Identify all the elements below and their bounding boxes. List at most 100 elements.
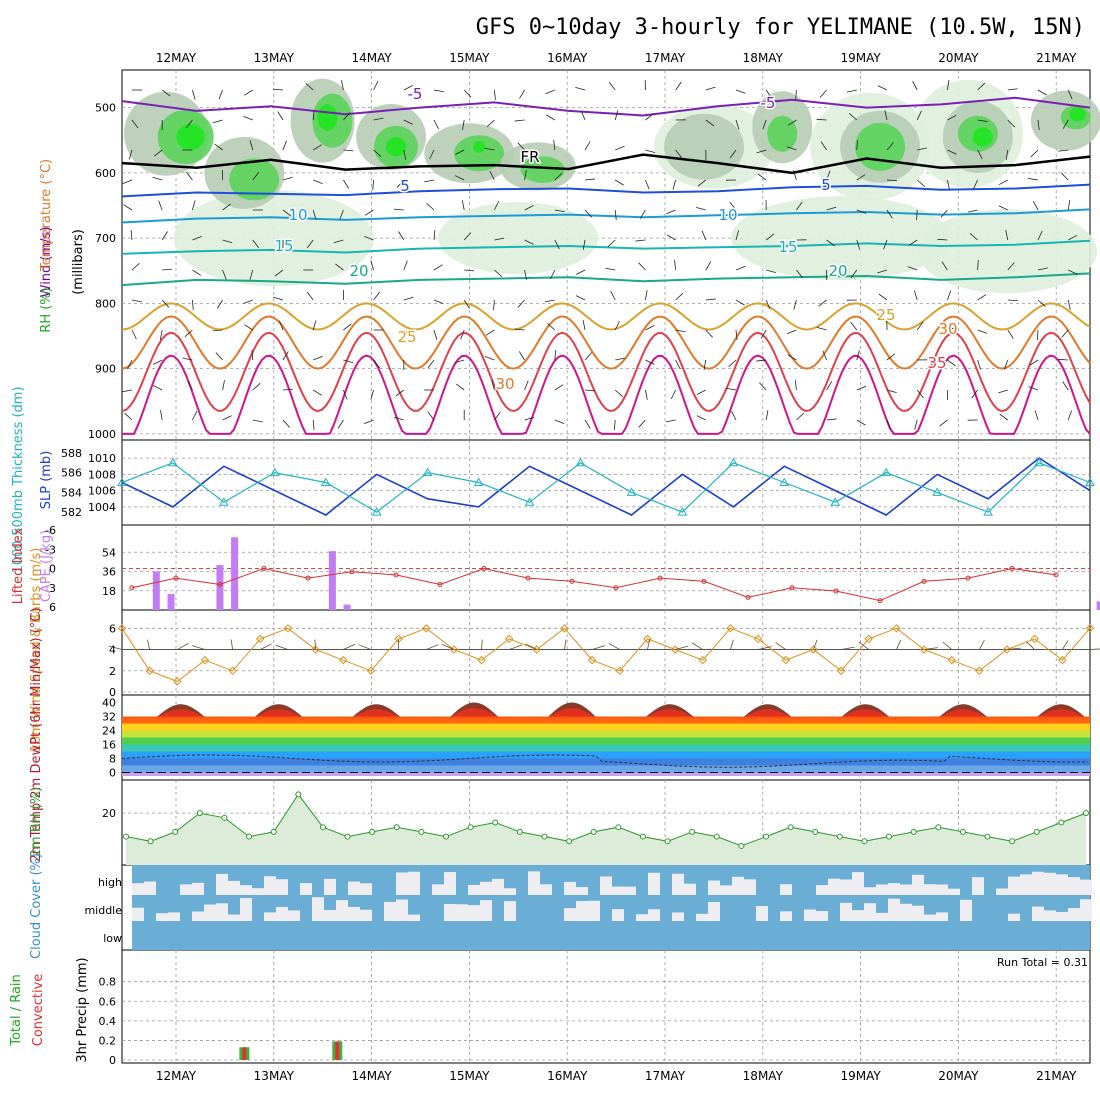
wind-barb	[313, 179, 323, 184]
wind-barb	[433, 329, 438, 340]
cloud-cell	[852, 910, 864, 921]
li-tick-label: 6	[49, 601, 56, 614]
wind-barb	[1058, 358, 1069, 361]
precip-tick-label: 0.8	[99, 976, 117, 989]
cloud-cell	[804, 909, 816, 921]
wind-barb	[306, 239, 314, 249]
wind-barb	[524, 269, 527, 280]
wind10-point	[228, 666, 237, 676]
cloud-level-label: high	[98, 876, 122, 889]
wind-barb	[494, 237, 505, 241]
slp-axis-label: SLP (mb)	[39, 451, 54, 510]
wind-barb	[403, 149, 407, 160]
rh2m-point	[393, 824, 400, 831]
wind-barb	[856, 239, 861, 250]
wind-barb	[670, 389, 676, 400]
cloud-cell	[780, 884, 792, 895]
wind-barb	[251, 350, 254, 361]
wind-barb	[1062, 381, 1069, 391]
cape-bar	[1096, 601, 1100, 610]
wind-barb	[735, 299, 745, 306]
wind-barb	[1005, 149, 1009, 160]
wind-barb	[665, 419, 676, 423]
wind-barb	[757, 173, 767, 181]
li-line	[131, 567, 1057, 602]
wind-barb	[639, 209, 646, 219]
cloud-cell	[864, 903, 876, 921]
wind-barb	[130, 230, 133, 241]
wind10-point	[1002, 645, 1012, 654]
wind-barb	[999, 413, 1009, 421]
cloud-cell	[780, 911, 792, 921]
wind-barb	[912, 80, 918, 91]
wind-barb	[1067, 299, 1071, 310]
wind-barb	[614, 389, 623, 397]
wind-barb	[462, 119, 465, 130]
wind-barb	[489, 170, 495, 181]
rh2m-point	[861, 838, 868, 845]
wind-barb	[998, 205, 1008, 211]
cloud-cell	[936, 884, 948, 895]
wind-barb	[886, 179, 898, 182]
wind-barb	[705, 119, 715, 127]
wind10-point	[1058, 655, 1067, 665]
li-point	[657, 575, 663, 581]
rh2m-point	[836, 833, 843, 840]
wind-barb	[131, 119, 139, 129]
wind-barb	[917, 147, 928, 151]
wind-barb	[396, 179, 405, 188]
contour-label: -5	[408, 85, 423, 103]
wind10-point	[311, 645, 320, 654]
slp-tick-label: 1008	[88, 468, 116, 481]
wind-barb	[728, 359, 737, 368]
thickness-point	[728, 457, 739, 467]
cape-bar	[152, 571, 160, 610]
wind-barb	[1037, 119, 1040, 130]
precip-convective-bar	[335, 1041, 340, 1060]
cloud-cell	[564, 881, 576, 895]
precip-axis-label: 3hr Precip (mm)	[75, 957, 90, 1062]
wind-barb	[131, 329, 137, 340]
rh2m-point	[1058, 819, 1065, 826]
wind-barb	[575, 87, 586, 91]
cloud-cell	[588, 900, 600, 921]
wind-barb	[607, 239, 616, 248]
wind-barb	[977, 119, 988, 122]
wind-barb	[153, 385, 163, 391]
rh2m-point	[123, 833, 129, 840]
wind-barb	[282, 209, 292, 217]
wind-barb	[1032, 200, 1039, 211]
wind10-point	[394, 634, 403, 644]
cloud-cell	[1008, 876, 1020, 895]
wind-barb	[554, 419, 565, 424]
wind-barb	[575, 295, 586, 301]
wind-barb	[826, 170, 831, 181]
li-point	[833, 588, 839, 594]
cloud-cell	[612, 909, 624, 921]
cloud-cell	[1068, 877, 1080, 895]
wind-barb	[128, 149, 133, 160]
wind10-barb	[509, 644, 522, 650]
wind-barb	[645, 179, 650, 190]
rh-shading	[173, 190, 374, 287]
cloud-cell	[888, 883, 900, 895]
cloud-cell	[876, 912, 888, 921]
thickness-point	[473, 477, 484, 486]
rh-shading	[767, 115, 798, 152]
wind-barb	[614, 110, 619, 121]
wind-barb	[517, 299, 525, 308]
wind-barb	[524, 416, 535, 421]
slp-tick-label: 1006	[88, 485, 116, 498]
wind-barb	[977, 329, 988, 334]
wind-barb	[615, 357, 626, 361]
wind10-barb	[858, 641, 869, 650]
diurnal-contour-magenta	[122, 354, 1091, 435]
wind10-point	[256, 634, 265, 644]
wind-barb	[1005, 230, 1009, 241]
wind-barb	[1030, 149, 1039, 158]
wind10-line	[121, 627, 1091, 682]
wind-barb	[947, 149, 957, 155]
wind10-barb	[191, 645, 206, 650]
slp-tick-label: 1010	[88, 452, 116, 465]
wind-barb	[796, 269, 803, 279]
